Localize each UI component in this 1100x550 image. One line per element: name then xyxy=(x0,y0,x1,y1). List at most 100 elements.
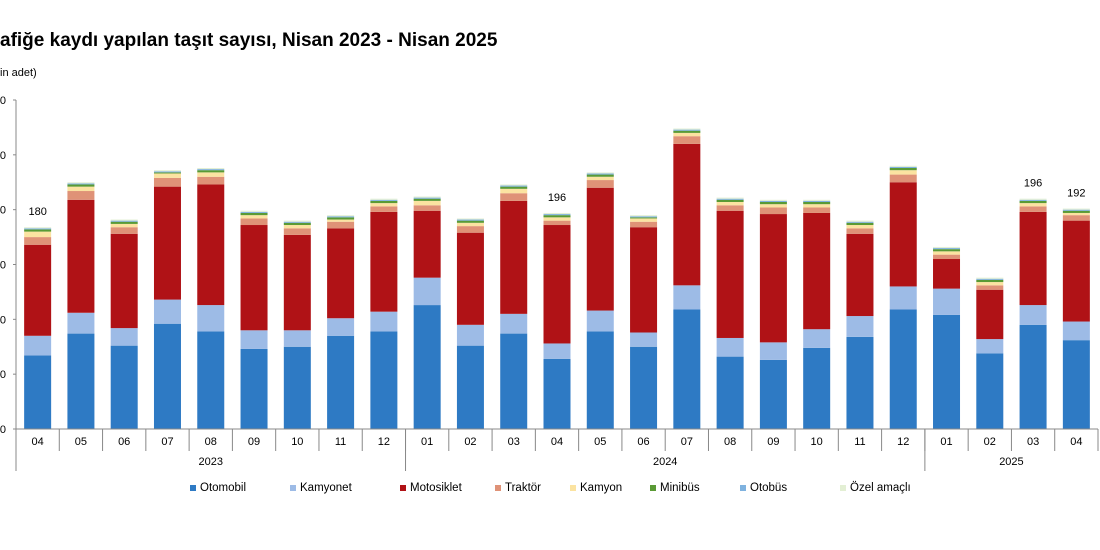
x-tick-label: 06 xyxy=(637,436,649,448)
x-tick-label: 10 xyxy=(811,436,823,448)
year-label: 2025 xyxy=(999,456,1023,468)
bar-segment xyxy=(673,132,701,137)
bar-segment xyxy=(1019,211,1047,306)
x-tick-label: 04 xyxy=(32,436,44,448)
bar-segment xyxy=(889,309,917,429)
bar-segment xyxy=(630,216,658,218)
bar-segment xyxy=(933,314,961,429)
bar-segment xyxy=(456,220,484,223)
legend-label: Traktör xyxy=(505,482,541,494)
bar-segment xyxy=(1019,206,1047,212)
x-tick-label: 01 xyxy=(421,436,433,448)
y-tick-label: 0 xyxy=(0,150,6,162)
bar-segment xyxy=(67,184,95,187)
bar-segment xyxy=(283,330,311,347)
bar-segment xyxy=(543,343,571,359)
bar-segment xyxy=(456,222,484,227)
bar-segment xyxy=(673,143,701,286)
bar-segment xyxy=(240,225,268,331)
bar-segment xyxy=(370,331,398,429)
y-tick-label: 0 xyxy=(0,95,6,107)
bar-segment xyxy=(456,218,484,220)
legend-label: Otomobil xyxy=(200,482,247,494)
bar-segment xyxy=(500,188,528,194)
legend-swatch xyxy=(495,485,501,491)
x-tick-label: 05 xyxy=(75,436,87,448)
bar-segment xyxy=(673,285,701,310)
bar-segment xyxy=(976,278,1004,280)
bar-segment xyxy=(413,305,441,429)
bar-segment xyxy=(1019,203,1047,207)
bar-segment xyxy=(976,279,1004,283)
bar-segment xyxy=(500,200,528,314)
bar-segment xyxy=(240,218,268,226)
bar-segment xyxy=(846,222,874,226)
bar-segment xyxy=(803,347,831,429)
bar-segment xyxy=(413,205,441,211)
bar-segment xyxy=(67,312,95,334)
bar-segment xyxy=(586,310,614,332)
bar-segment xyxy=(67,333,95,429)
bar-segment xyxy=(716,356,744,429)
bar-segment xyxy=(803,212,831,330)
bar-segment xyxy=(759,207,787,215)
bar-segment xyxy=(197,167,225,170)
bar-segment xyxy=(889,182,917,287)
bar-segment xyxy=(803,207,831,213)
bar-segment xyxy=(110,328,138,346)
chart-title: afiğe kaydı yapılan taşıt sayısı, Nisan … xyxy=(0,30,498,51)
legend-swatch xyxy=(840,485,846,491)
legend-swatch xyxy=(400,485,406,491)
bar-segment xyxy=(1019,199,1047,201)
bar-segment xyxy=(630,217,658,219)
bar-segment xyxy=(543,214,571,216)
bar-segment xyxy=(716,197,744,199)
bar-segment xyxy=(153,171,181,173)
bar-segment xyxy=(586,173,614,175)
bar-segment xyxy=(759,359,787,429)
bar-segment xyxy=(327,335,355,429)
bar-segment xyxy=(456,232,484,325)
bar-segment xyxy=(240,330,268,349)
bar-segment xyxy=(110,219,138,221)
bar-segment xyxy=(673,130,701,133)
bar-segment xyxy=(1019,200,1047,204)
bar-segment xyxy=(327,221,355,229)
y-tick-label: 0 xyxy=(0,314,6,326)
x-tick-label: 07 xyxy=(681,436,693,448)
legend-label: Kamyon xyxy=(580,482,623,494)
x-tick-label: 11 xyxy=(854,436,865,448)
bar-segment xyxy=(370,206,398,212)
bar-segment xyxy=(413,196,441,198)
x-tick-label: 06 xyxy=(118,436,130,448)
bar-segment xyxy=(24,335,52,356)
bar-segment xyxy=(327,215,355,217)
bar-segment xyxy=(630,221,658,228)
bar-segment xyxy=(543,358,571,429)
data-label: 196 xyxy=(1024,178,1042,190)
bar-segment xyxy=(1062,210,1090,213)
x-tick-label: 09 xyxy=(248,436,260,448)
bar-segment xyxy=(889,165,917,167)
legend-label: Minibüs xyxy=(660,482,700,494)
bar-segment xyxy=(413,210,441,278)
bar-segment xyxy=(110,220,138,222)
bar-segment xyxy=(846,233,874,317)
bar-segment xyxy=(67,183,95,185)
bar-segment xyxy=(283,234,311,331)
bar-segment xyxy=(889,174,917,183)
bar-segment xyxy=(24,227,52,229)
bar-segment xyxy=(24,237,52,245)
bar-segment xyxy=(197,169,225,171)
bar-segment xyxy=(803,200,831,202)
bar-segment xyxy=(976,285,1004,290)
bar-segment xyxy=(543,212,571,215)
bar-segment xyxy=(1062,209,1090,211)
bar-segment xyxy=(759,204,787,208)
bar-segment xyxy=(673,136,701,144)
data-label: 192 xyxy=(1067,188,1085,200)
legend-swatch xyxy=(290,485,296,491)
bar-segment xyxy=(110,345,138,429)
bar-segment xyxy=(933,246,961,249)
x-axis: 04 05 06 07 08 09 10 11 12 01 02 03 04 05 06 07 08 09 10 11… xyxy=(15,428,1099,471)
